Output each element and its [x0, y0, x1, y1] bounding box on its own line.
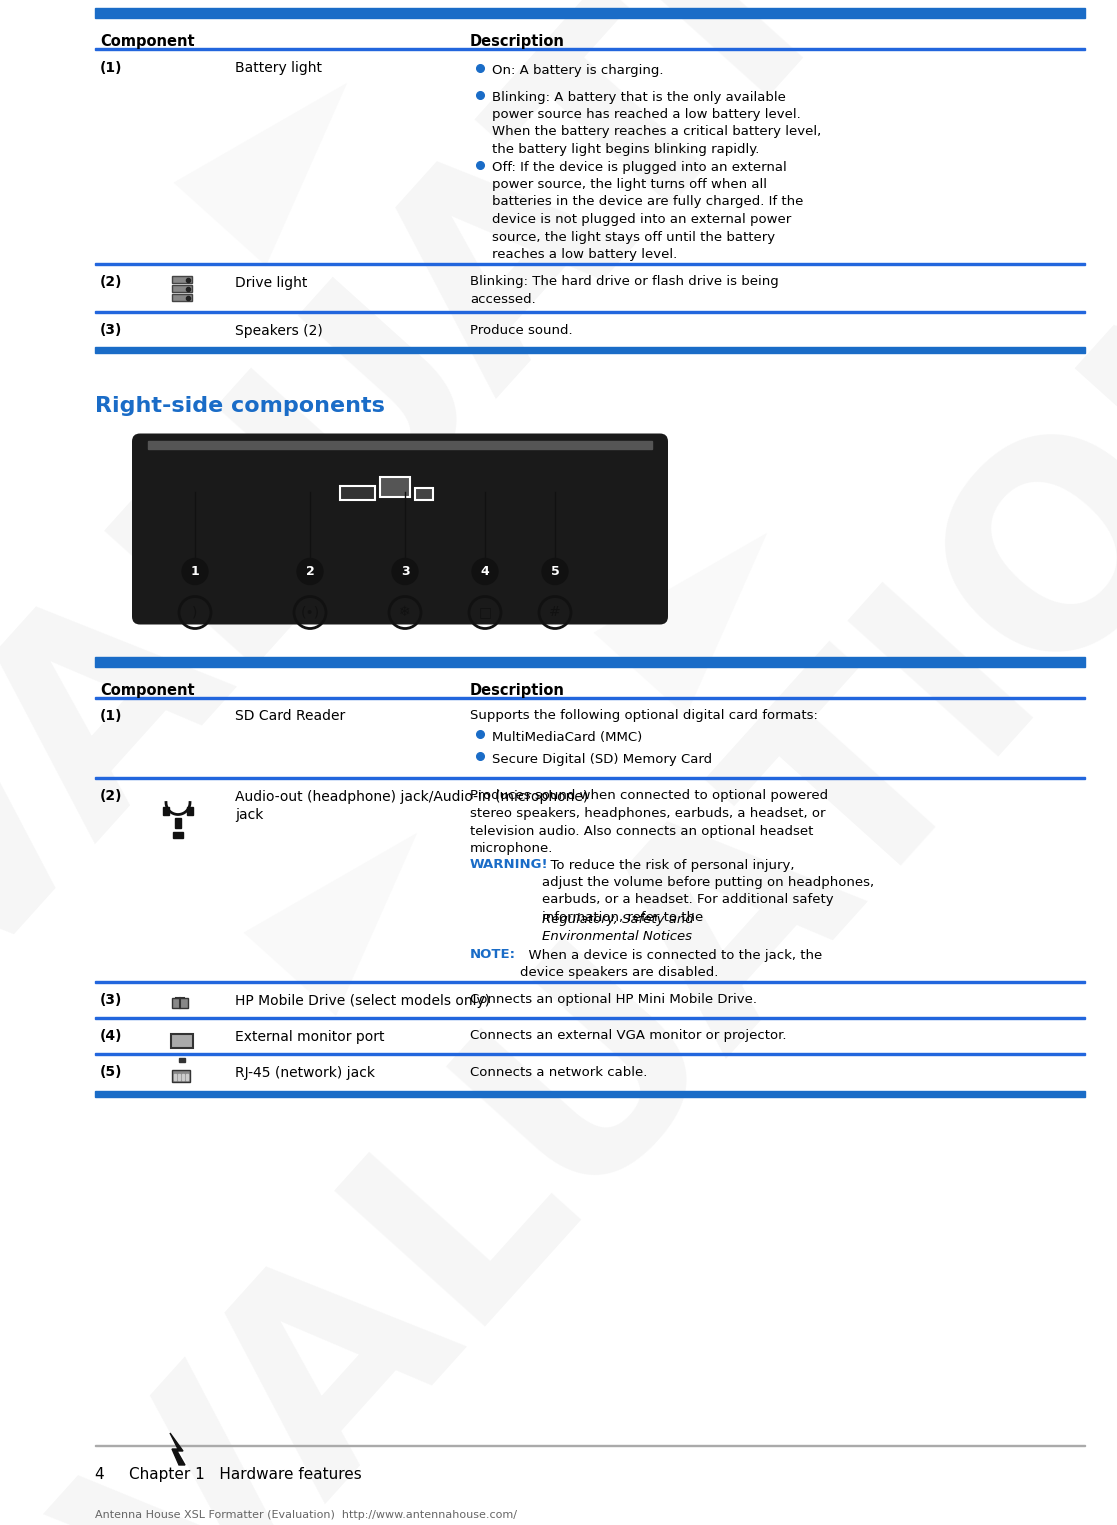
Text: (•): (•): [300, 605, 319, 619]
Bar: [172, 293, 192, 300]
Text: (3): (3): [101, 323, 123, 337]
Text: ►: ►: [126, 0, 435, 302]
Bar: [171, 1034, 193, 1048]
Text: (2): (2): [101, 790, 123, 804]
Circle shape: [542, 558, 569, 584]
Text: (4): (4): [101, 1029, 123, 1043]
Bar: [187, 807, 193, 814]
Text: Component: Component: [101, 683, 194, 697]
Text: Off: If the device is plugged into an external
power source, the light turns off: Off: If the device is plugged into an ex…: [491, 160, 803, 261]
Text: 3: 3: [401, 564, 409, 578]
Text: To reduce the risk of personal injury,
adjust the volume before putting on headp: To reduce the risk of personal injury, a…: [542, 859, 875, 924]
Text: 4     Chapter 1   Hardware features: 4 Chapter 1 Hardware features: [95, 1467, 362, 1482]
Text: EVALUATION: EVALUATION: [0, 189, 1117, 1525]
FancyBboxPatch shape: [132, 433, 668, 625]
Text: Produces sound when connected to optional powered
stereo speakers, headphones, e: Produces sound when connected to optiona…: [470, 790, 828, 856]
Text: HP Mobile Drive (select models only): HP Mobile Drive (select models only): [235, 993, 490, 1008]
Text: ❄: ❄: [399, 605, 411, 619]
Bar: [174, 1074, 176, 1080]
Text: Description: Description: [470, 34, 565, 49]
Text: SD Card Reader: SD Card Reader: [235, 709, 345, 723]
Bar: [95, 697, 1085, 698]
Bar: [187, 1074, 188, 1080]
Text: 1: 1: [191, 564, 199, 578]
Text: Produce sound.: Produce sound.: [470, 323, 573, 337]
Bar: [182, 1074, 184, 1080]
Bar: [95, 346, 1085, 352]
Text: 5: 5: [551, 564, 560, 578]
Text: Antenna House XSL Formatter (Evaluation)  http://www.antennahouse.com/: Antenna House XSL Formatter (Evaluation)…: [95, 1510, 517, 1520]
Text: Connects a network cable.: Connects a network cable.: [470, 1066, 648, 1078]
Text: □: □: [478, 605, 491, 619]
Bar: [175, 817, 181, 828]
Text: (1): (1): [101, 709, 123, 723]
Bar: [416, 488, 433, 500]
Text: (5): (5): [101, 1066, 123, 1080]
Text: (3): (3): [101, 993, 123, 1008]
Bar: [147, 441, 652, 448]
Bar: [172, 276, 192, 282]
Text: ►: ►: [195, 747, 504, 1052]
Text: On: A battery is charging.: On: A battery is charging.: [491, 64, 663, 76]
Text: Connects an external VGA monitor or projector.: Connects an external VGA monitor or proj…: [470, 1029, 786, 1043]
Bar: [172, 997, 188, 1008]
Text: Supports the following optional digital card formats:: Supports the following optional digital …: [470, 709, 818, 723]
Text: NOTE:: NOTE:: [470, 949, 516, 961]
Bar: [95, 656, 1085, 666]
Text: Regulatory, Safety and
Environmental Notices: Regulatory, Safety and Environmental Not…: [542, 912, 694, 942]
Bar: [163, 807, 169, 814]
Bar: [172, 285, 192, 291]
Text: 2: 2: [306, 564, 314, 578]
Text: Component: Component: [101, 34, 194, 49]
Circle shape: [297, 558, 323, 584]
Bar: [95, 1090, 1085, 1096]
Text: Drive light: Drive light: [235, 276, 307, 290]
Text: MultiMediaCard (MMC): MultiMediaCard (MMC): [491, 730, 642, 744]
Text: #: #: [550, 605, 561, 619]
Text: Blinking: A battery that is the only available
power source has reached a low ba: Blinking: A battery that is the only ava…: [491, 90, 821, 156]
Bar: [178, 1074, 180, 1080]
Bar: [173, 831, 183, 837]
Circle shape: [472, 558, 498, 584]
Text: Description: Description: [470, 683, 565, 697]
Bar: [340, 485, 375, 500]
Bar: [95, 8, 1085, 18]
Text: Right-side components: Right-side components: [95, 396, 385, 416]
Text: (1): (1): [101, 61, 123, 75]
Text: ►: ►: [546, 448, 855, 752]
Bar: [380, 476, 410, 497]
Text: Speakers (2): Speakers (2): [235, 323, 323, 337]
Text: Blinking: The hard drive or flash drive is being
accessed.: Blinking: The hard drive or flash drive …: [470, 276, 779, 307]
Text: ): ): [192, 605, 198, 619]
Text: .: .: [666, 926, 670, 938]
Text: EVALUATION: EVALUATION: [0, 0, 1117, 1151]
Text: Battery light: Battery light: [235, 61, 322, 75]
Text: External monitor port: External monitor port: [235, 1029, 384, 1043]
Bar: [172, 1069, 190, 1081]
Bar: [95, 47, 1085, 50]
Bar: [179, 1057, 185, 1061]
Circle shape: [392, 558, 418, 584]
Text: WARNING!: WARNING!: [470, 859, 548, 871]
Text: When a device is connected to the jack, the
device speakers are disabled.: When a device is connected to the jack, …: [521, 949, 822, 979]
Text: 4: 4: [480, 564, 489, 578]
Text: RJ-45 (network) jack: RJ-45 (network) jack: [235, 1066, 375, 1080]
Text: Connects an optional HP Mini Mobile Drive.: Connects an optional HP Mini Mobile Driv…: [470, 993, 757, 1007]
Text: (2): (2): [101, 276, 123, 290]
Text: Audio-out (headphone) jack/Audio-in (microphone)
jack: Audio-out (headphone) jack/Audio-in (mic…: [235, 790, 589, 822]
Polygon shape: [170, 1434, 185, 1466]
Circle shape: [182, 558, 208, 584]
Text: Secure Digital (SD) Memory Card: Secure Digital (SD) Memory Card: [491, 752, 713, 766]
